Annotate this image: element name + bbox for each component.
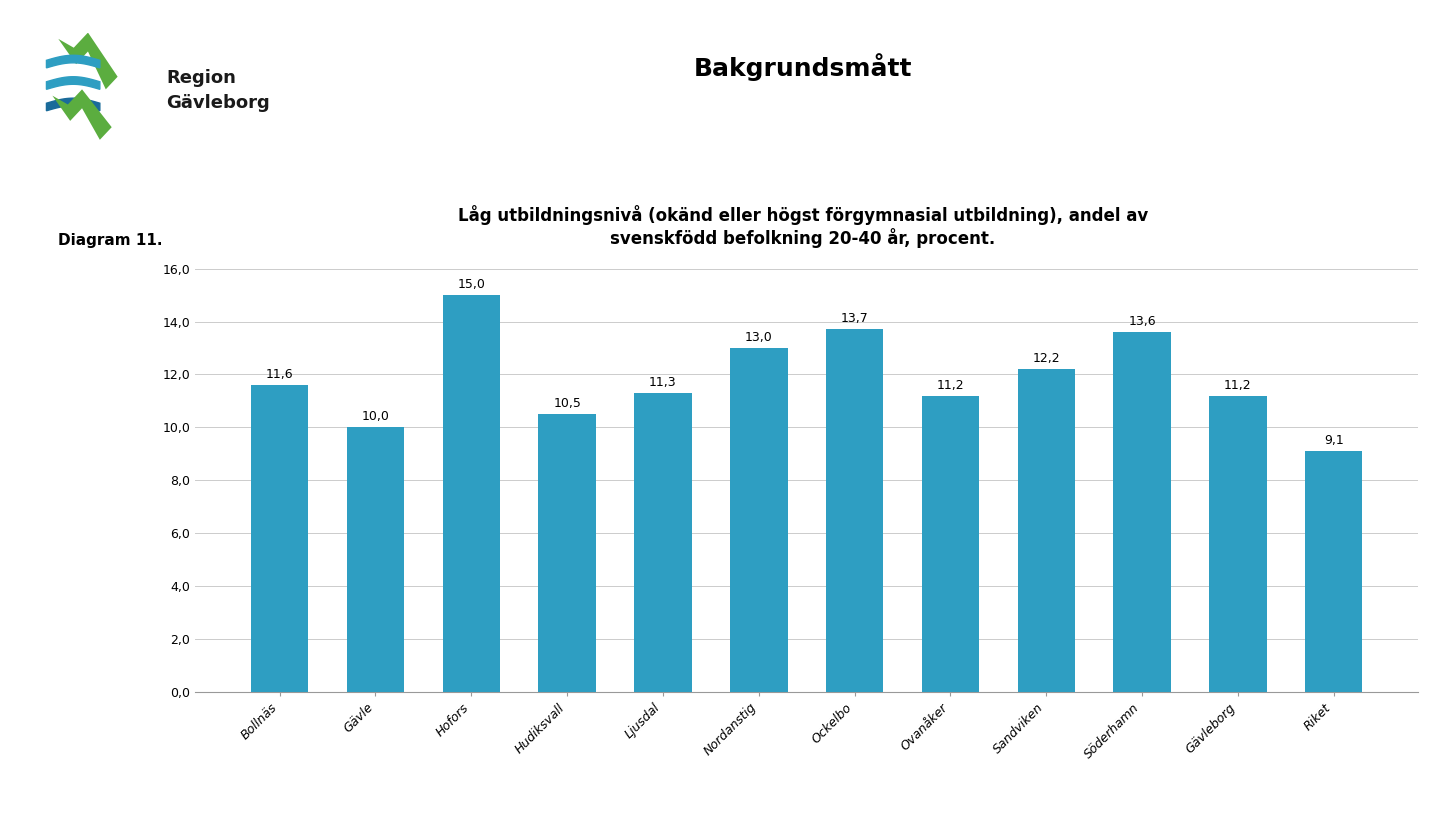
- PathPatch shape: [58, 33, 117, 90]
- Bar: [443, 295, 501, 692]
- Text: 10,5: 10,5: [553, 397, 582, 410]
- Bar: [1113, 332, 1171, 692]
- Text: Region
Gävleborg: Region Gävleborg: [166, 69, 271, 112]
- Bar: [1017, 370, 1075, 692]
- Polygon shape: [46, 55, 100, 68]
- Bar: [538, 414, 596, 692]
- Bar: [1210, 396, 1266, 692]
- Text: 11,3: 11,3: [650, 376, 677, 389]
- Bar: [1305, 451, 1363, 692]
- Bar: [347, 427, 404, 692]
- Text: 11,6: 11,6: [266, 368, 294, 381]
- Bar: [922, 396, 980, 692]
- Bar: [250, 385, 308, 692]
- PathPatch shape: [52, 90, 111, 140]
- Text: 13,0: 13,0: [745, 331, 773, 344]
- Text: 10,0: 10,0: [362, 410, 389, 423]
- Text: 13,7: 13,7: [841, 313, 868, 326]
- Polygon shape: [46, 98, 100, 111]
- Text: 11,2: 11,2: [1224, 379, 1252, 392]
- Text: 9,1: 9,1: [1324, 434, 1344, 447]
- Text: 13,6: 13,6: [1129, 315, 1156, 328]
- Text: Bakgrundsmått: Bakgrundsmått: [693, 53, 913, 81]
- Polygon shape: [46, 77, 100, 90]
- Bar: [634, 393, 692, 692]
- Text: 15,0: 15,0: [457, 278, 485, 291]
- Text: 11,2: 11,2: [936, 379, 964, 392]
- Bar: [731, 348, 787, 692]
- Text: Låg utbildningsnivå (okänd eller högst förgymnasial utbildning), andel av
svensk: Låg utbildningsnivå (okänd eller högst f…: [457, 205, 1149, 248]
- Bar: [826, 330, 883, 692]
- Text: Diagram 11.: Diagram 11.: [58, 234, 162, 248]
- Text: 12,2: 12,2: [1033, 352, 1061, 365]
